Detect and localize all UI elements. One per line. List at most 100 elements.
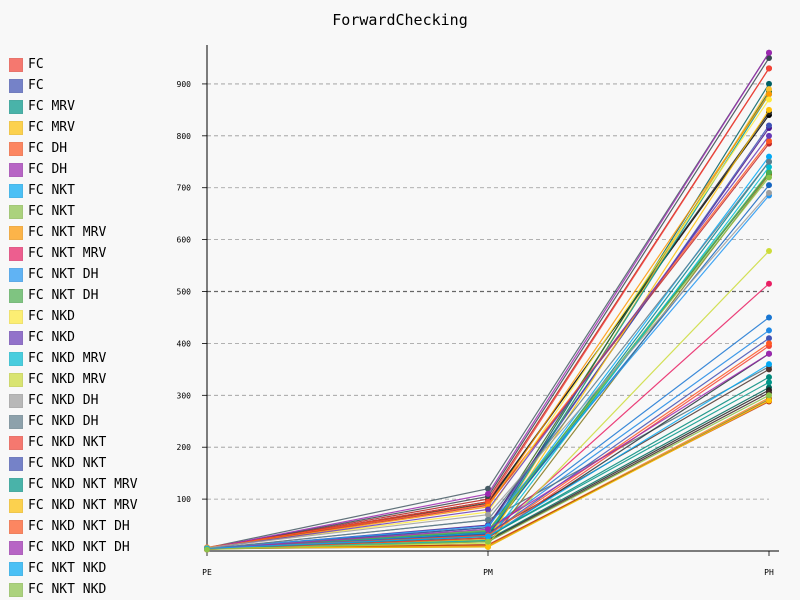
series-extra-4-line [206,57,770,549]
legend-item[interactable]: FC NKD DH [9,411,199,432]
series-21-point [766,397,772,404]
series-extra-4-point [766,54,772,61]
legend-item[interactable]: FC NKT MRV [9,243,199,264]
y-tick-label: 900 [177,80,192,89]
series-extra-6 [204,109,772,552]
legend-item[interactable]: FC NKD NKT DH [9,537,199,558]
legend-swatch [9,519,23,534]
legend-label: FC NKT NKD [28,561,107,576]
legend: FC FC FC MRV FC MRV FC DH FC DH FC NKT FC NKT FC… [9,54,199,600]
series-5-point [485,490,491,497]
series-extra-25-point [766,374,772,381]
series-21-point [485,543,491,550]
legend-label: FC NKD NKT MRV [28,477,138,492]
legend-item[interactable]: FC NKD DH [9,390,199,411]
legend-item[interactable]: FC MRV [9,96,199,117]
series-extra-2-point [485,485,491,492]
y-tick-label: 800 [177,132,192,141]
series-extra-11-point [766,86,772,93]
series-extra-3 [204,65,772,552]
legend-label: FC DH [28,162,68,177]
legend-item[interactable]: FC NKD [9,327,199,348]
series-11-point [766,169,772,176]
legend-swatch [9,393,23,408]
series-16-point [485,511,491,518]
legend-item[interactable]: FC NKT [9,180,199,201]
legend-swatch [9,225,23,240]
series-2-line [206,93,770,549]
series-extra-4 [204,54,772,552]
series-0-point [766,65,772,72]
series-13-point [485,506,491,513]
series-8-point [766,91,772,98]
series-7-point [766,174,772,181]
series-19-point [766,335,772,342]
series-extra-5 [204,112,772,552]
series-8 [204,91,772,552]
legend-item[interactable]: FC NKT MRV [9,222,199,243]
legend-item[interactable]: FC DH [9,159,199,180]
series-25 [204,392,772,553]
series-24-point [485,533,491,540]
legend-label: FC NKT [28,204,75,219]
series-5 [204,49,772,552]
legend-label: FC NKD MRV [28,351,107,366]
series-12-line [206,99,770,549]
series-extra-3-line [206,68,770,549]
series-25-point [485,538,491,545]
series-16-point [766,189,772,196]
legend-swatch [9,498,23,513]
legend-item[interactable]: FC NKD NKT [9,453,199,474]
legend-label: FC NKT DH [28,288,99,303]
series-extra-2-line [206,52,770,549]
series-12 [204,96,772,551]
legend-swatch [9,330,23,345]
legend-item[interactable]: FC NKD NKT DH [9,516,199,537]
legend-item[interactable]: FC NKD [9,306,199,327]
legend-swatch [9,288,23,303]
legend-item[interactable]: FC NKT DH [9,264,199,285]
legend-item[interactable]: FC [9,75,199,96]
legend-swatch [9,78,23,93]
legend-swatch [9,183,23,198]
series-extra-7-point [766,80,772,87]
legend-item[interactable]: FC DH [9,138,199,159]
legend-item[interactable]: FC MRV [9,117,199,138]
legend-swatch [9,162,23,177]
legend-label: FC NKD DH [28,414,99,429]
legend-item[interactable]: FC NKT NKD [9,558,199,579]
legend-item[interactable]: FC NKD NKT MRV [9,495,199,516]
legend-label: FC NKD DH [28,393,99,408]
legend-item[interactable]: FC NKT DH [9,285,199,306]
series-24-point [766,361,772,368]
series-20-point [766,379,772,386]
legend-label: FC NKT [28,183,75,198]
legend-label: FC NKD NKT DH [28,519,130,534]
legend-item[interactable]: FC NKT [9,201,199,222]
series-extra-7-line [206,83,770,550]
legend-swatch [9,582,23,597]
series-extra-15-point [766,182,772,189]
legend-item[interactable]: FC NKT NKD [9,579,199,600]
legend-item[interactable]: FC NKD NKT [9,432,199,453]
series-23-point [766,350,772,357]
series-4-point [766,138,772,145]
series-extra-24-point [766,366,772,373]
legend-label: FC NKT MRV [28,246,107,261]
x-tick-label: PH [764,568,774,577]
series-6-point [766,153,772,160]
legend-item[interactable]: FC NKD MRV [9,348,199,369]
series-5-line [206,52,770,549]
series-extra-5-line [206,114,770,549]
legend-label: FC NKD NKT DH [28,540,130,555]
legend-item[interactable]: FC [9,54,199,75]
legend-label: FC NKD [28,330,75,345]
series-15-point [766,248,772,255]
legend-swatch [9,141,23,156]
legend-item[interactable]: FC NKD MRV [9,369,199,390]
series-0-line [206,68,770,549]
series-0 [204,65,772,552]
legend-item[interactable]: FC NKD NKT MRV [9,474,199,495]
x-tick-label: PE [202,568,212,577]
legend-label: FC [28,78,44,93]
